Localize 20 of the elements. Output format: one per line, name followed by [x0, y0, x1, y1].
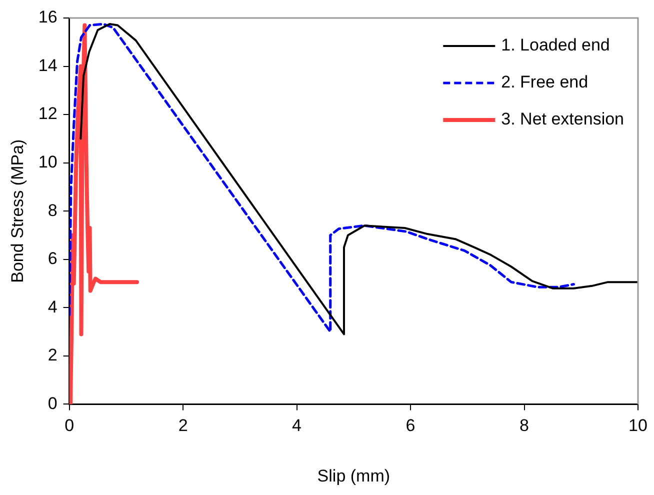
x-tick-label: 6 [406, 416, 416, 436]
y-tick-label: 14 [38, 56, 58, 75]
y-tick-label: 10 [38, 152, 58, 172]
legend-label: 3. Net extension [501, 110, 624, 129]
legend-label: 2. Free end [501, 72, 588, 92]
y-tick-label: 4 [48, 297, 58, 316]
x-tick-label: 4 [292, 416, 302, 436]
y-tick-label: 8 [48, 200, 58, 220]
x-tick-label: 0 [64, 416, 74, 436]
x-tick-label: 2 [178, 416, 188, 436]
y-tick-label: 12 [38, 104, 58, 124]
y-tick-label: 16 [38, 8, 58, 27]
legend-label: 1. Loaded end [501, 36, 610, 55]
y-axis-title: Bond Stress (MPa) [8, 139, 27, 283]
x-axis-title: Slip (mm) [317, 466, 390, 486]
y-tick-label: 0 [48, 394, 58, 413]
y-tick-label: 6 [48, 249, 58, 268]
x-tick-label: 8 [520, 416, 529, 436]
x-tick-label: 10 [628, 416, 648, 436]
y-tick-label: 2 [48, 346, 58, 365]
